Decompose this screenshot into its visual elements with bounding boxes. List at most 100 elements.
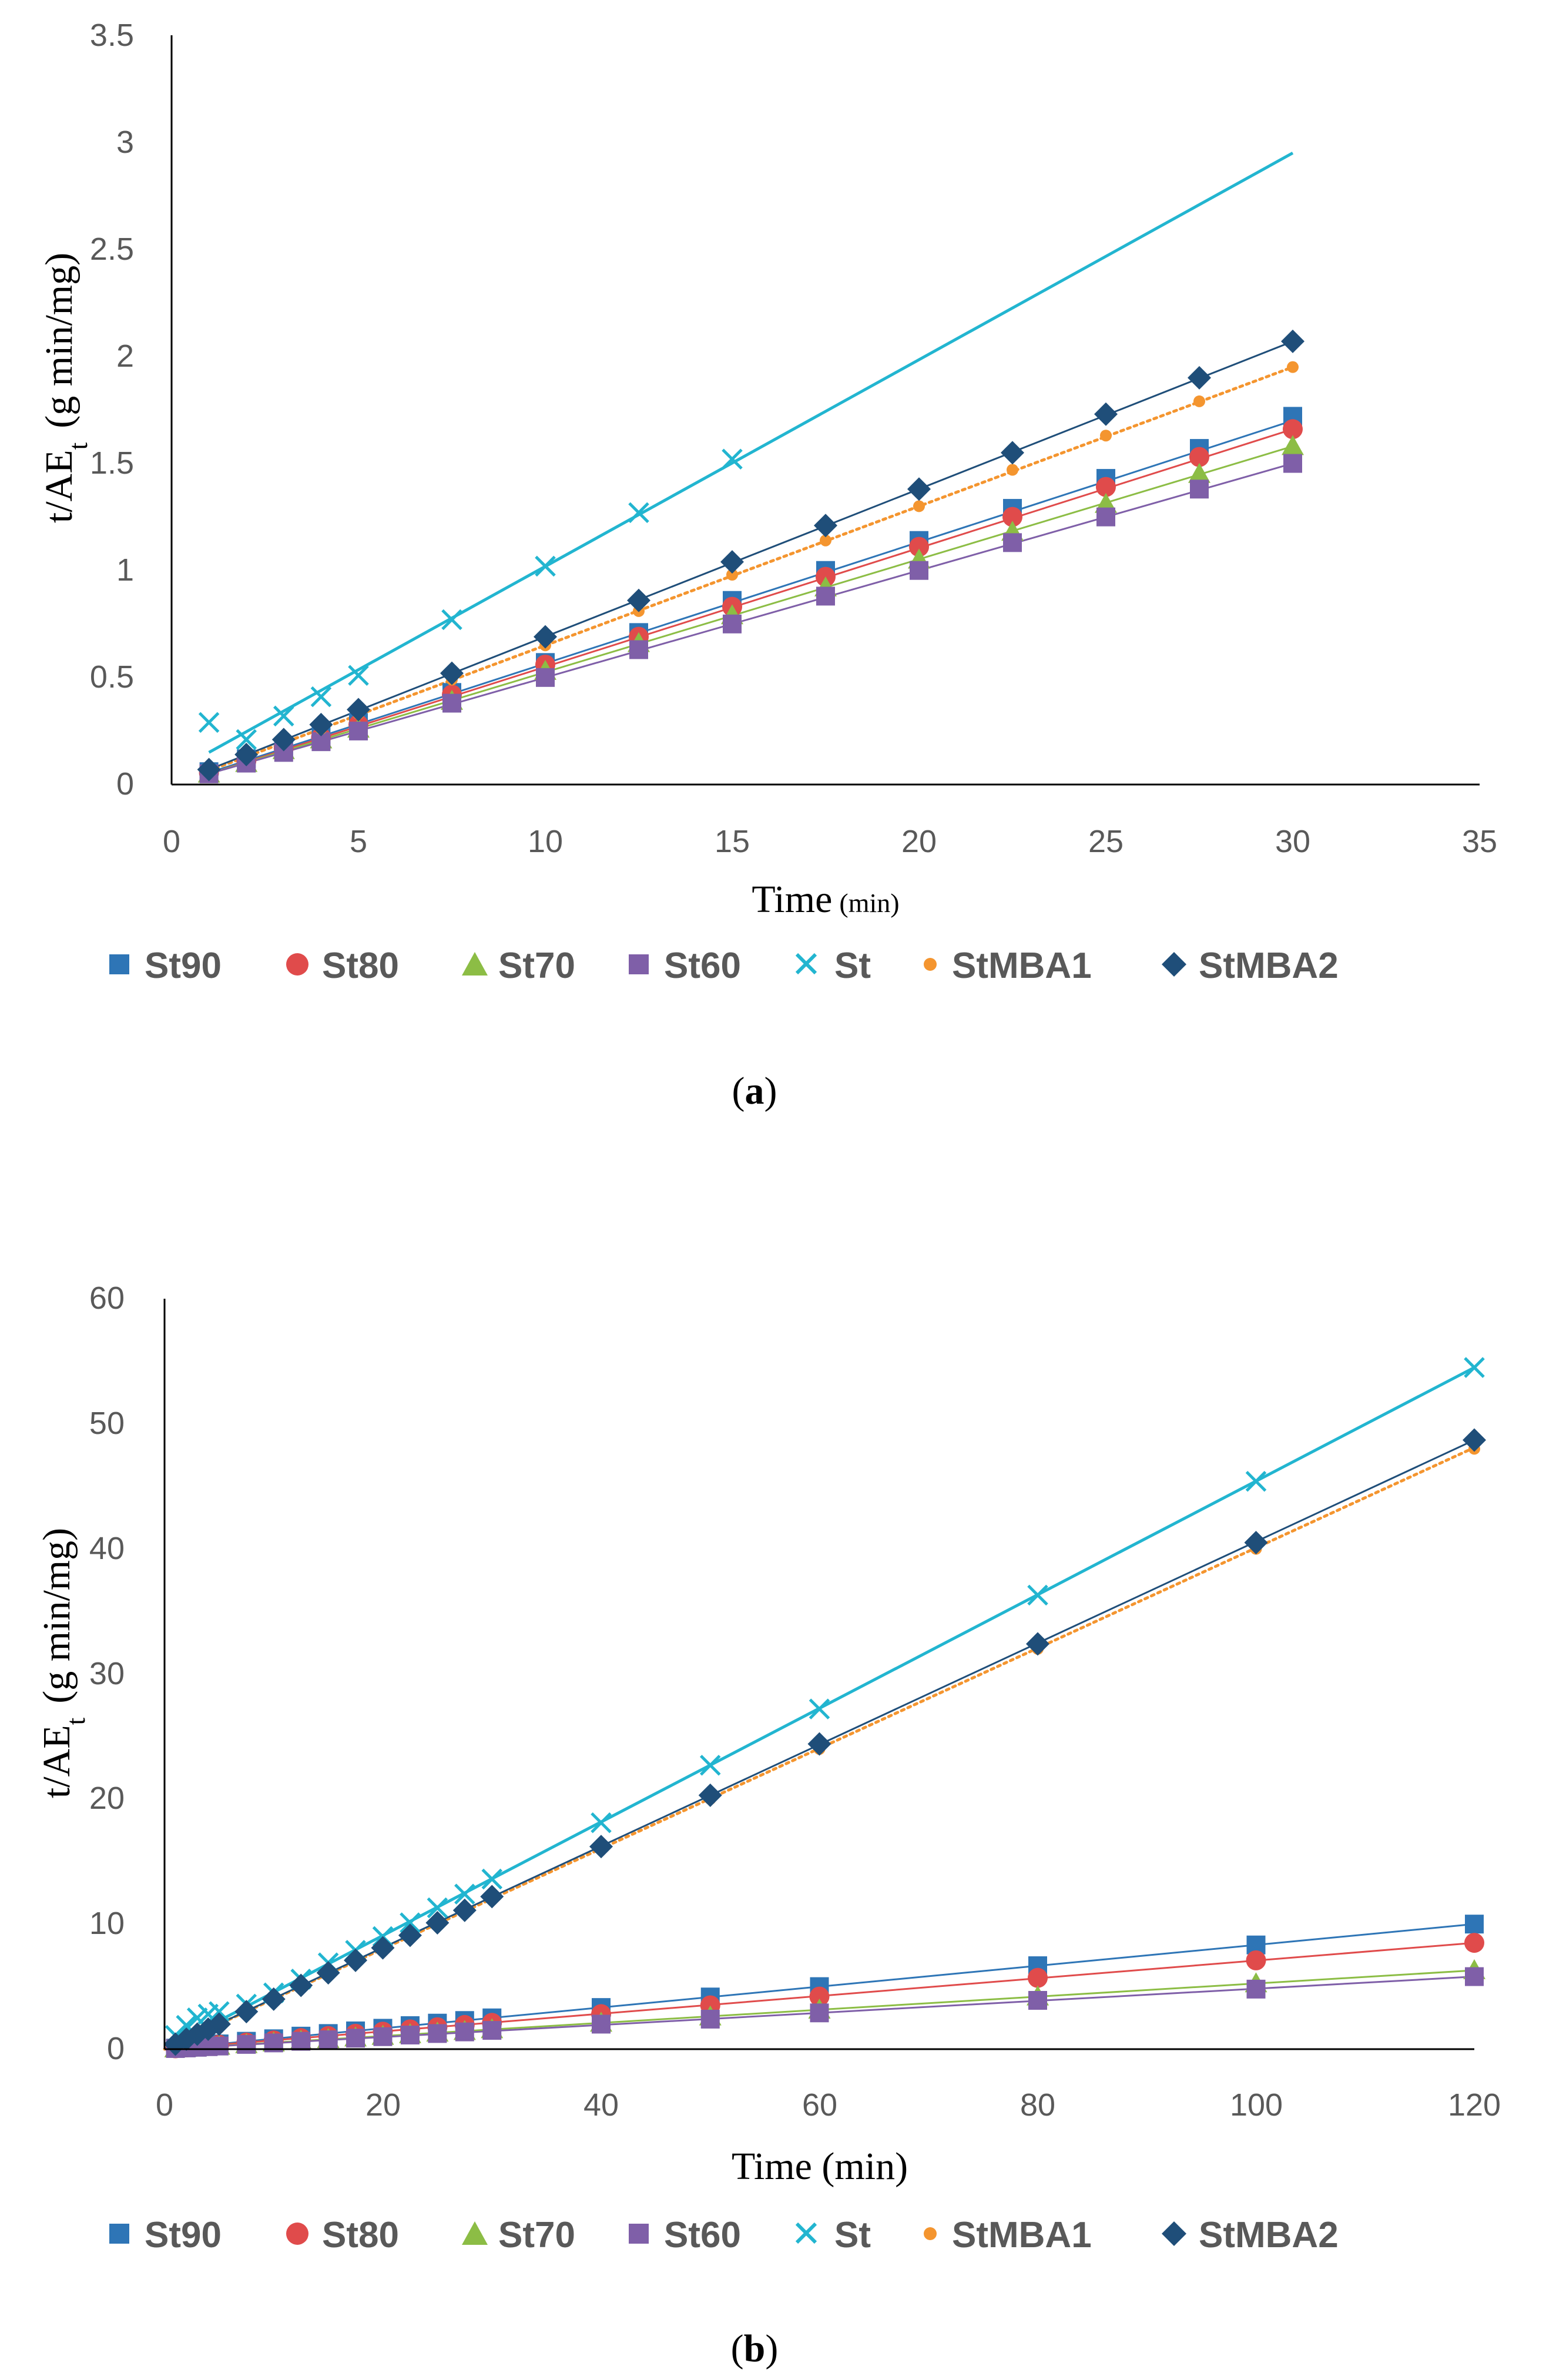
- legend-marker-st60: [629, 954, 649, 974]
- data-point-stmba1: [913, 500, 925, 512]
- data-point-stmba2: [234, 743, 259, 766]
- data-point-st60: [455, 2022, 474, 2042]
- data-point-st80: [1189, 447, 1209, 467]
- data-point-st70: [1188, 462, 1210, 483]
- data-point-stmba2: [398, 1923, 422, 1947]
- data-point-stmba2: [289, 1973, 313, 1997]
- y-axis-title: t/AEt (g min/mg): [35, 1528, 90, 1798]
- data-point-stmba2: [261, 1987, 286, 2011]
- data-point-stmba2: [698, 1783, 722, 1807]
- data-point-st60: [482, 2021, 502, 2040]
- data-point-st: [209, 2001, 230, 2022]
- trendline-st80: [209, 428, 1293, 775]
- data-point-stmba2: [425, 1911, 450, 1935]
- x-tick-label: 0: [156, 2087, 173, 2123]
- x-tick-label: 15: [715, 824, 750, 859]
- data-point-st60: [237, 2034, 256, 2054]
- data-point-stmba2: [207, 2012, 231, 2036]
- legend-marker-stmba2: [1162, 952, 1186, 977]
- data-point-st: [722, 448, 743, 470]
- legend-marker-st90: [109, 954, 129, 974]
- legend-label-st80: St80: [322, 2215, 399, 2255]
- y-tick-labels: 0 10 20 30 40 50 60: [89, 1280, 125, 2066]
- x-tick-label: 20: [365, 2087, 401, 2123]
- legend-marker-st: [795, 953, 817, 975]
- data-point-st80: [909, 537, 929, 557]
- legend-marker-stmba1: [924, 958, 937, 971]
- y-axis-title: t/AEt (g min/mg): [38, 253, 93, 523]
- legend: St90 St80 St70 St60 St StMBA1 StMBA2: [109, 2215, 1339, 2255]
- data-point-stmba2: [316, 1961, 340, 1985]
- chart-panel-a: 0 0.5 1 1.5 2 2.5 3 3.5 0 5 10 15 20 25 …: [38, 18, 1497, 1112]
- data-point-st80: [1028, 1967, 1048, 1988]
- data-point-st60: [700, 2009, 720, 2029]
- legend-marker-st: [795, 2222, 817, 2244]
- y-tick-label: 0.5: [90, 659, 134, 695]
- trendline-stmba1: [207, 366, 1295, 772]
- data-point-st80: [809, 1986, 830, 2007]
- x-tick-label: 60: [802, 2087, 837, 2123]
- data-point-st: [481, 1868, 503, 1890]
- y-tick-label: 1: [116, 552, 134, 588]
- trendline-stmba2: [209, 340, 1293, 770]
- data-point-stmba2: [1026, 1632, 1049, 1656]
- legend-marker-st60: [629, 2224, 649, 2244]
- legend-marker-st90: [109, 2224, 129, 2244]
- data-point-stmba1: [1287, 361, 1299, 373]
- data-point-st60: [910, 561, 928, 580]
- panel-label-a: (a): [732, 1070, 777, 1112]
- data-point-stmba2: [1094, 402, 1118, 426]
- data-point-st: [400, 1912, 421, 1933]
- legend-label-stmba2: StMBA2: [1199, 2215, 1339, 2255]
- y-tick-label: 0: [107, 2031, 125, 2066]
- legend-marker-stmba2: [1162, 2221, 1186, 2246]
- data-point-st60: [346, 2029, 365, 2048]
- data-point-stmba2: [907, 477, 931, 501]
- y-tick-label: 40: [89, 1531, 125, 1566]
- data-point-st60: [536, 668, 555, 687]
- data-point-st: [628, 502, 649, 524]
- data-point-st60: [592, 2014, 611, 2034]
- data-point-st60: [1096, 507, 1115, 527]
- x-axis-title-unit: (min): [839, 888, 899, 918]
- data-point-st80: [1283, 419, 1303, 440]
- data-point-stmba1: [820, 534, 831, 547]
- data-point-st: [535, 555, 556, 577]
- x-tick-label: 20: [901, 824, 937, 859]
- data-point-st60: [816, 586, 835, 606]
- y-axis-title-unit: (g min/mg): [35, 1528, 78, 1704]
- x-tick-label: 25: [1088, 824, 1124, 859]
- data-point-st60: [1190, 480, 1209, 499]
- x-tick-label: 0: [163, 824, 180, 859]
- legend-label-st90: St90: [145, 2215, 222, 2255]
- y-tick-label: 2.5: [90, 232, 134, 267]
- data-point-stmba2: [234, 2000, 259, 2024]
- panel-label-letter: b: [744, 2327, 766, 2370]
- x-tick-label: 30: [1275, 824, 1310, 859]
- x-tick-labels: 0 20 40 60 80 100 120: [156, 2087, 1501, 2123]
- data-point-stmba2: [197, 757, 221, 782]
- plot-area: [197, 152, 1304, 783]
- data-point-st: [1027, 1584, 1048, 1606]
- legend-label-stmba1: StMBA1: [952, 2215, 1092, 2255]
- y-axis-title-unit: (g min/mg): [38, 253, 81, 428]
- data-point-st90: [1465, 1915, 1484, 1934]
- data-point-stmba2: [1001, 441, 1024, 465]
- trendline-st60: [209, 462, 1293, 775]
- y-tick-label: 1.5: [90, 445, 134, 481]
- data-point-stmba2: [309, 713, 333, 736]
- data-point-stmba1: [726, 569, 738, 581]
- data-point-st60: [1283, 454, 1302, 473]
- y-tick-label: 3: [116, 125, 134, 160]
- data-point-st: [1464, 1357, 1485, 1378]
- x-tick-label: 10: [528, 824, 563, 859]
- x-tick-label: 35: [1462, 824, 1497, 859]
- data-point-st60: [1246, 1979, 1266, 1999]
- data-point-st60: [810, 2003, 829, 2023]
- data-point-stmba1: [1193, 395, 1205, 407]
- data-point-st60: [1003, 533, 1022, 552]
- trendline-st: [208, 152, 1294, 754]
- data-point-stmba1: [1100, 430, 1112, 442]
- data-point-stmba2: [440, 661, 464, 685]
- legend-label-st70: St70: [498, 2215, 575, 2255]
